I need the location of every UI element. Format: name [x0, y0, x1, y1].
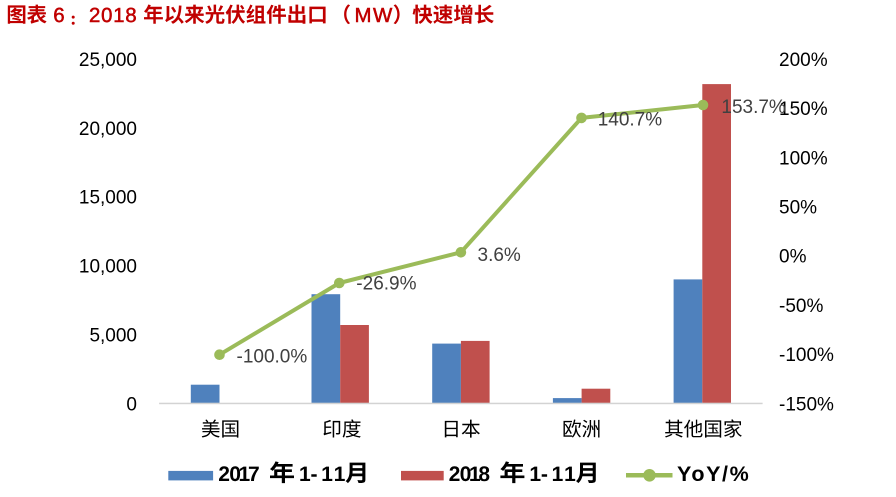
svg-text:150%: 150%	[779, 99, 828, 120]
svg-text:-50%: -50%	[779, 296, 823, 317]
svg-text:0%: 0%	[779, 247, 807, 268]
svg-text:-150%: -150%	[779, 394, 834, 415]
svg-text:-26.9%: -26.9%	[356, 274, 416, 295]
svg-text:153.7%: 153.7%	[721, 97, 786, 118]
svg-text:5,000: 5,000	[89, 325, 137, 346]
svg-text:3.6%: 3.6%	[478, 245, 521, 266]
svg-text:200%: 200%	[779, 50, 828, 71]
svg-text:100%: 100%	[779, 148, 828, 169]
svg-text:10,000: 10,000	[79, 257, 137, 278]
svg-text:25,000: 25,000	[79, 50, 137, 71]
svg-text:-100%: -100%	[779, 345, 834, 366]
svg-text:20,000: 20,000	[79, 119, 137, 140]
svg-text:50%: 50%	[779, 198, 817, 219]
svg-text:0: 0	[126, 394, 137, 415]
svg-text:-100.0%: -100.0%	[237, 346, 308, 367]
svg-text:YoY/%: YoY/%	[677, 462, 750, 486]
svg-text:15,000: 15,000	[79, 188, 137, 209]
svg-text:140.7%: 140.7%	[598, 110, 663, 131]
